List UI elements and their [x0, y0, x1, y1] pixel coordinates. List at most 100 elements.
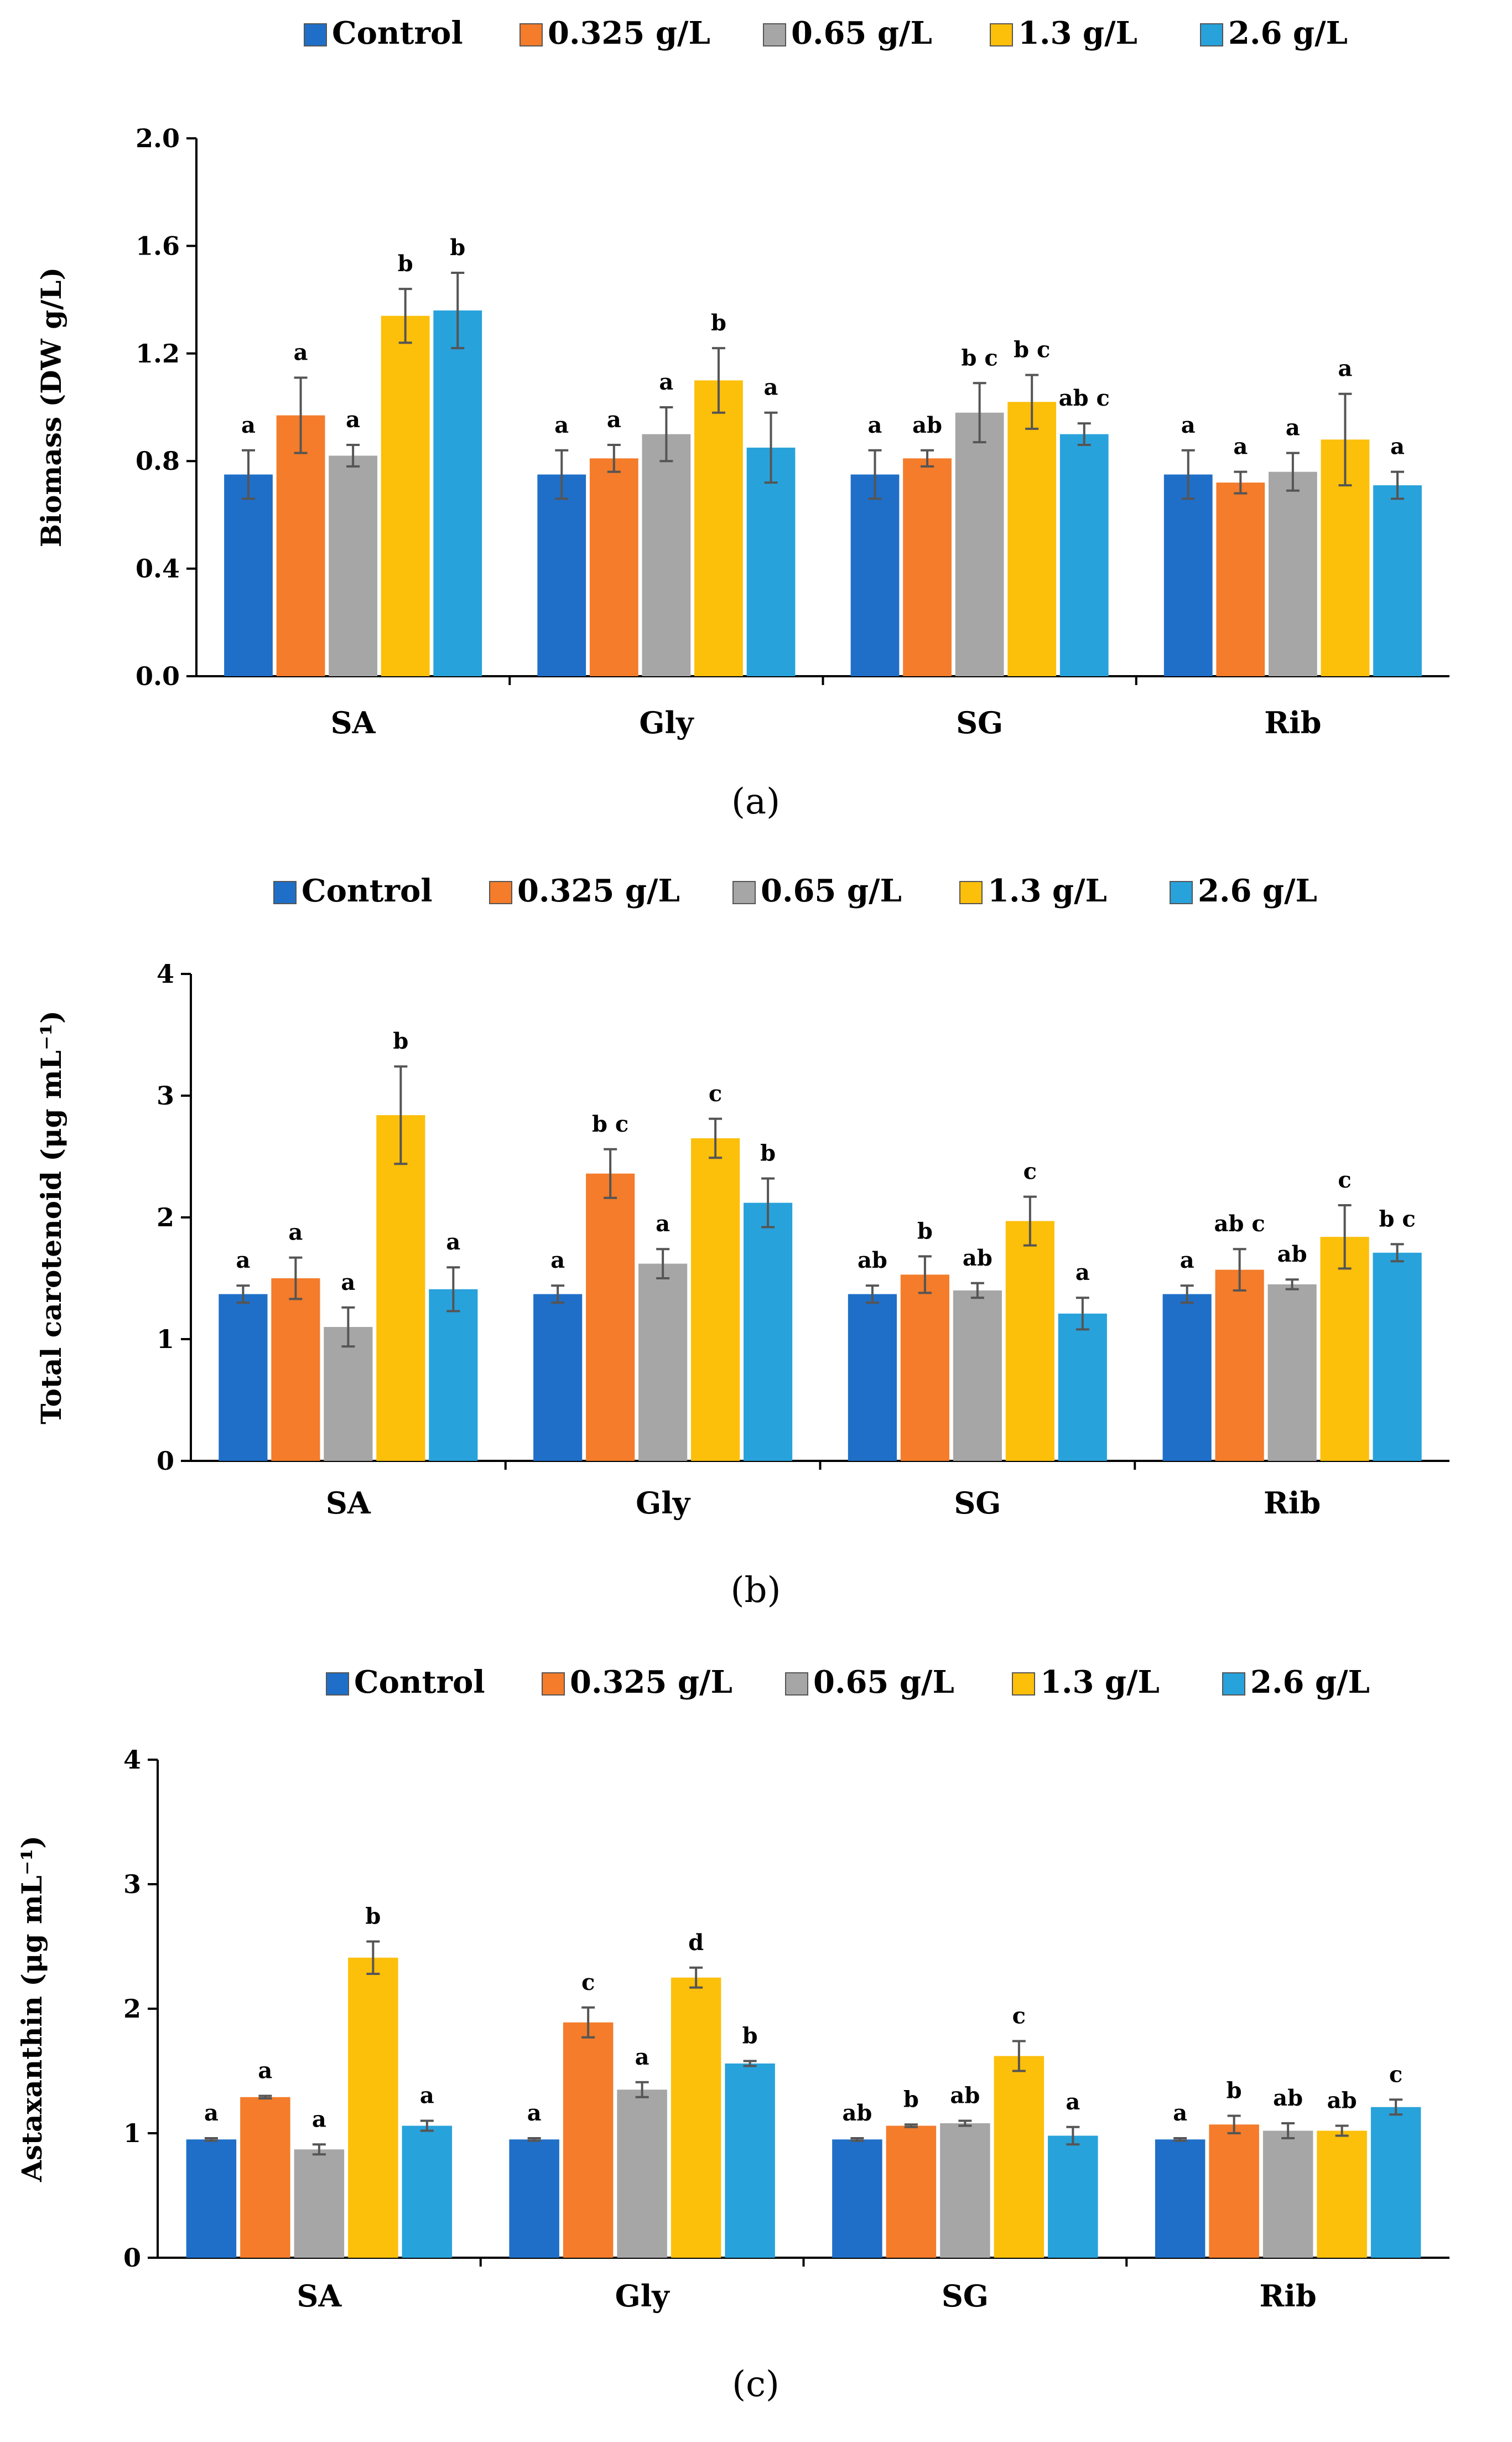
bar	[1048, 2135, 1098, 2258]
x-category-label: SA	[331, 705, 376, 740]
y-tick-label: 4	[157, 959, 174, 989]
bar	[276, 415, 325, 676]
significance-letter: c	[709, 1081, 722, 1107]
significance-letter: a	[236, 1247, 250, 1273]
y-tick-label: 3	[157, 1081, 174, 1111]
y-tick-label: 0.0	[136, 661, 180, 691]
significance-letter: a	[420, 2083, 434, 2109]
significance-letter: ab	[1327, 2088, 1357, 2114]
y-tick-label: 2	[123, 1994, 141, 2024]
significance-letter: a	[204, 2100, 219, 2126]
carotenoid-chart-panel: Control 0.325 g/L 0.65 g/L 1.3 g/L 2.6 g/L 0 1…	[0, 836, 1512, 1643]
x-category-label: SG	[954, 1485, 1001, 1521]
significance-letter: b	[760, 1140, 776, 1166]
x-category-label: SG	[942, 2278, 989, 2314]
legend-swatch	[489, 881, 512, 904]
bar	[294, 2149, 345, 2258]
y-tick-label: 0.4	[136, 554, 180, 584]
significance-letter: a	[1075, 1259, 1090, 1285]
bar	[900, 1274, 949, 1461]
bar	[638, 1263, 688, 1461]
significance-letter: a	[554, 412, 569, 438]
legend: Control 0.325 g/L 0.65 g/L 1.3 g/L 2.6 g/L	[326, 1664, 1370, 1700]
significance-letter: a	[607, 407, 621, 433]
astaxanthin-chart-panel: Control 0.325 g/L 0.65 g/L 1.3 g/L 2.6 g/L 0 1…	[0, 1660, 1512, 2442]
bar	[586, 1173, 635, 1461]
legend-swatch	[519, 23, 543, 46]
bar	[1209, 2124, 1259, 2258]
significance-letter: a	[868, 412, 882, 438]
y-tick-label: 1	[157, 1324, 174, 1354]
x-category-label: Rib	[1264, 1485, 1321, 1521]
bar	[832, 2139, 882, 2258]
significance-letter: a	[1180, 1247, 1194, 1273]
bar	[381, 315, 430, 676]
legend-swatch	[785, 1672, 808, 1696]
y-tick-label: 0.8	[136, 446, 180, 476]
legend-swatch	[326, 1672, 349, 1696]
bar	[1262, 2130, 1313, 2258]
significance-letter: c	[1389, 2061, 1402, 2087]
legend-swatch	[1200, 23, 1223, 46]
significance-letter: c	[1338, 1167, 1351, 1193]
bar	[240, 2097, 290, 2258]
bar	[1373, 1252, 1422, 1461]
significance-letter: b	[1227, 2078, 1242, 2104]
significance-letter: a	[1233, 434, 1248, 460]
significance-letter: a	[288, 1220, 303, 1246]
bar	[563, 2022, 614, 2258]
bar	[589, 458, 638, 676]
significance-letter: a	[659, 369, 673, 395]
bar	[953, 1290, 1002, 1461]
y-tick-label: 2	[157, 1202, 174, 1232]
significance-letter: a	[550, 1247, 565, 1273]
legend-swatch	[304, 23, 327, 46]
legend-swatch	[1222, 1672, 1245, 1696]
significance-letter: a	[1286, 415, 1300, 441]
significance-letter: c	[581, 1969, 595, 1995]
legend-label: 1.3 g/L	[1018, 15, 1137, 51]
significance-letter: b	[711, 310, 726, 336]
significance-letter: a	[258, 2058, 272, 2084]
significance-letter: b	[917, 1218, 933, 1244]
bar	[433, 310, 482, 676]
y-tick-label: 1.2	[136, 339, 180, 369]
legend-swatch	[542, 1672, 565, 1696]
x-category-label: Rib	[1264, 705, 1321, 740]
bar	[1005, 1221, 1054, 1461]
bar	[219, 1294, 268, 1461]
significance-letter: a	[764, 375, 778, 401]
legend: Control 0.325 g/L 0.65 g/L 1.3 g/L 2.6 g/L	[304, 15, 1348, 51]
significance-letter: b	[742, 2023, 758, 2049]
bar	[671, 1977, 721, 2258]
y-tick-label: 0	[157, 1446, 174, 1476]
y-tick-label: 1.6	[136, 231, 180, 261]
significance-letter: b c	[1379, 1206, 1415, 1232]
significance-letter: a	[1338, 356, 1352, 382]
legend-label: 0.325 g/L	[570, 1664, 732, 1700]
legend-label: 2.6 g/L	[1250, 1664, 1370, 1700]
legend-label: Control	[302, 873, 433, 909]
significance-letter: a	[1390, 434, 1405, 460]
bar	[850, 474, 900, 676]
significance-letter: ab c	[1214, 1211, 1265, 1237]
bar	[886, 2125, 937, 2258]
bar	[1007, 402, 1057, 676]
bar	[186, 2139, 237, 2258]
legend-label: 0.325 g/L	[548, 15, 710, 51]
carotenoid-chart: Control 0.325 g/L 0.65 g/L 1.3 g/L 2.6 g/L 0 1…	[35, 873, 1449, 1611]
significance-letter: ab	[963, 1245, 993, 1271]
bar	[694, 380, 743, 676]
significance-letter: a	[294, 340, 308, 366]
significance-letter: ab	[858, 1247, 887, 1273]
significance-letter: a	[1173, 2100, 1187, 2126]
bar	[1267, 1284, 1317, 1461]
bar	[533, 1294, 583, 1461]
legend-label: 1.3 g/L	[988, 873, 1107, 909]
bar	[348, 1957, 398, 2258]
x-category-label: SA	[326, 1485, 371, 1521]
bar	[691, 1138, 740, 1461]
significance-letter: a	[312, 2106, 326, 2132]
bar	[725, 2063, 775, 2258]
astaxanthin-chart: Control 0.325 g/L 0.65 g/L 1.3 g/L 2.6 g/L 0 1…	[15, 1664, 1449, 2405]
